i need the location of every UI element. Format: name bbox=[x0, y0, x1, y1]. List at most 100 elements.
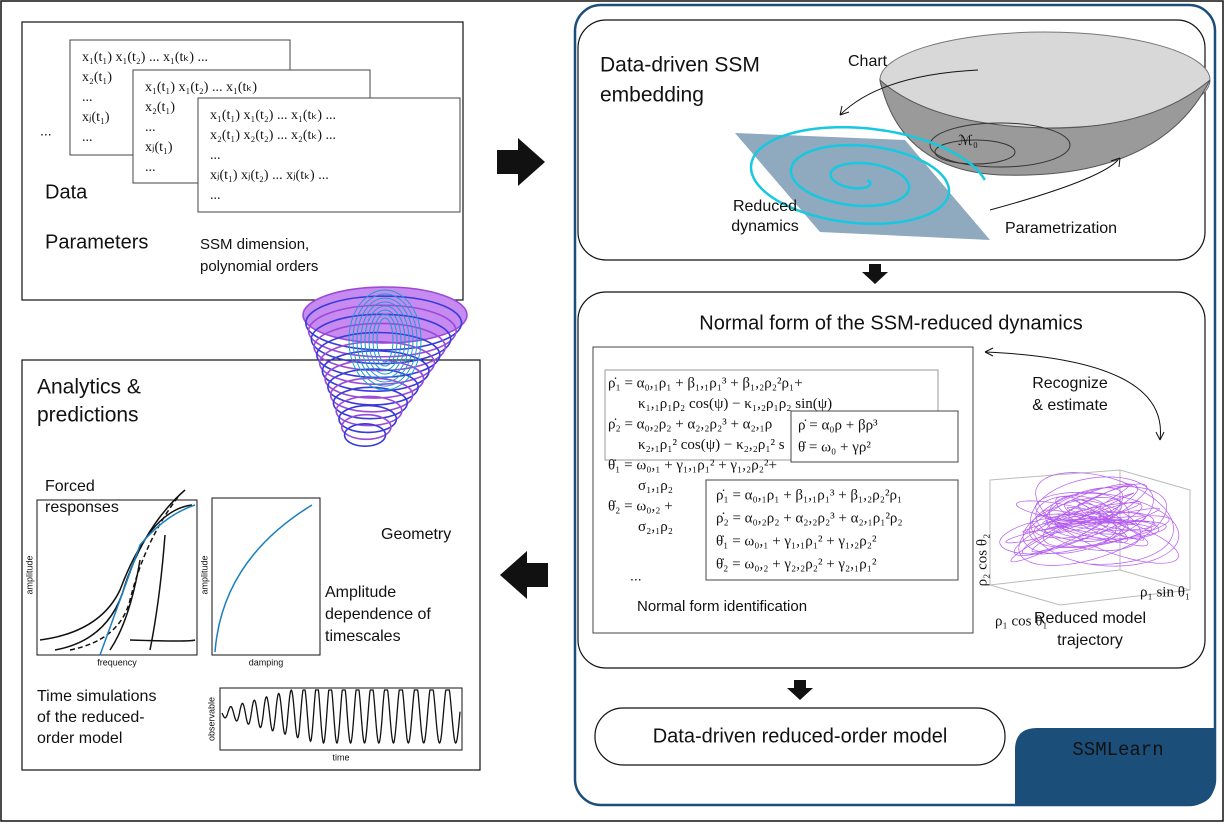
geometry-inner bbox=[356, 297, 414, 383]
axis-label: damping bbox=[249, 657, 284, 667]
recognize-arrow-head bbox=[984, 347, 1165, 441]
geometry-ring bbox=[343, 422, 387, 447]
geometry-label: Geometry bbox=[381, 526, 451, 543]
data-label: Data bbox=[45, 181, 88, 203]
matrix-row: xⱼ(t₁) bbox=[145, 140, 173, 155]
axis-label: time bbox=[332, 752, 349, 762]
geometry-ring bbox=[335, 395, 403, 427]
geometry-inner bbox=[364, 305, 406, 375]
equation: κ₂,₁ρ₁² cos(ψ) − κ₂,₂ρ₁² s bbox=[638, 437, 785, 453]
forced-plot bbox=[36, 499, 198, 656]
geometry-ring bbox=[327, 368, 419, 406]
dots: ... bbox=[40, 123, 52, 139]
manifold-curve bbox=[934, 139, 1016, 165]
geometry-ring bbox=[324, 359, 425, 399]
damping-plot bbox=[211, 497, 321, 656]
dots: ... bbox=[630, 568, 642, 584]
axis-label: amplitude bbox=[24, 555, 34, 594]
chart-arrow bbox=[839, 69, 979, 116]
geometry-ring bbox=[332, 386, 409, 420]
simulations-label: Time simulations bbox=[37, 688, 156, 705]
matrix-row: ... bbox=[82, 130, 93, 145]
input-panel bbox=[21, 21, 464, 301]
timescales-label: Amplitude bbox=[325, 584, 396, 601]
normal-form-title: Normal form of the SSM-reduced dynamics bbox=[699, 312, 1082, 334]
axis-label: ρ₁ cos θ₁ bbox=[995, 613, 1048, 629]
brand-tab bbox=[1015, 728, 1215, 805]
matrix-row: ... bbox=[210, 148, 221, 163]
data-matrix bbox=[197, 97, 461, 213]
arrow-down bbox=[862, 264, 888, 284]
trajectory-label: Reduced model bbox=[1034, 610, 1146, 627]
reduced-label: dynamics bbox=[731, 218, 799, 235]
brand-label: SSMLearn bbox=[1072, 739, 1163, 761]
equation: ρ̇₂ = α₀,₂ρ₂ + α₂,₂ρ₂³ + α₂,₁ρ bbox=[608, 416, 772, 432]
equation: ρ̇₂ = α₀,₂ρ₂ + α₂,₂ρ₂³ + α₂,₁ρ₁²ρ₂ bbox=[716, 510, 903, 526]
geometry-ring bbox=[310, 313, 452, 365]
reduced-spiral bbox=[749, 125, 986, 226]
parameters-label: Parameters bbox=[45, 231, 148, 253]
geometry-inner bbox=[360, 301, 410, 379]
normal-form-panel bbox=[577, 291, 1206, 669]
equations-mid-box bbox=[705, 479, 959, 581]
trajectory-curve bbox=[999, 472, 1180, 567]
geometry-ring bbox=[304, 295, 463, 351]
analytics-title: Analytics & bbox=[37, 376, 141, 399]
embedding-title: embedding bbox=[600, 84, 704, 107]
matrix-row: xⱼ(t₁) bbox=[82, 110, 110, 125]
time-signal bbox=[221, 689, 461, 745]
arrow-down bbox=[787, 680, 813, 700]
matrix-row: ... bbox=[145, 160, 156, 175]
reduced-plane bbox=[735, 133, 990, 240]
equation: σ₁,₁ρ₂ bbox=[638, 478, 673, 494]
matrix-row: ... bbox=[210, 188, 221, 203]
geometry-inner bbox=[372, 313, 398, 367]
manifold-curve bbox=[929, 122, 1071, 168]
simulations-label: order model bbox=[37, 730, 122, 747]
recognize-label: Recognize bbox=[1032, 375, 1108, 392]
geometry-ring bbox=[316, 331, 441, 379]
geometry-ring bbox=[338, 404, 398, 434]
matrix-row: x₁(t₁) x₁(t₂) ... x₁(tₖ) ... bbox=[82, 50, 208, 65]
parameters-value: SSM dimension, bbox=[200, 236, 309, 253]
parameters-value: polynomial orders bbox=[200, 258, 318, 275]
model-pill bbox=[594, 707, 1006, 766]
arrow-left bbox=[500, 551, 548, 599]
model-label: Data-driven reduced-order model bbox=[653, 725, 948, 747]
axis-label: ρ₂ cos θ₂ bbox=[974, 534, 990, 587]
matrix-row: ... bbox=[145, 120, 156, 135]
geometry-ring bbox=[321, 350, 430, 392]
axis-label: observable bbox=[206, 697, 216, 741]
matrix-row: ... bbox=[82, 90, 93, 105]
matrix-row: x₂(t₁) bbox=[145, 100, 175, 115]
equation: θ̇₁ = ω₀,₁ + γ₁,₁ρ₁² + γ₁,₂ρ₂² bbox=[716, 533, 877, 549]
axis-label: frequency bbox=[97, 657, 137, 667]
geometry-inner bbox=[376, 317, 394, 363]
equation: θ̇ = ω₀ + γρ² bbox=[798, 439, 871, 455]
geometry-inner bbox=[368, 309, 402, 371]
axis-label: amplitude bbox=[199, 555, 209, 594]
equation: θ̇₁ = ω₀,₁ + γ₁,₁ρ₁² + γ₁,₂ρ₂²+ bbox=[608, 457, 777, 473]
caption: Normal form identification bbox=[637, 598, 807, 615]
geometry-surface bbox=[302, 286, 468, 447]
equations-small-box bbox=[790, 410, 959, 463]
equation: κ₁,₁ρ₁ρ₂ cos(ψ) − κ₁,₂ρ₁ρ₂ sin(ψ) bbox=[638, 396, 832, 412]
recognize-label: & estimate bbox=[1032, 397, 1108, 414]
simulations-label: of the reduced- bbox=[37, 709, 145, 726]
geometry-inner bbox=[348, 289, 422, 391]
trajectory-label: trajectory bbox=[1057, 632, 1123, 649]
reduced-label: Reduced bbox=[733, 198, 797, 215]
axis-label: ρ₁ sin θ₁ bbox=[1140, 584, 1190, 600]
embedding-title: Data-driven SSM bbox=[600, 54, 760, 77]
equation: ρ̇ = α₀ρ + βρ³ bbox=[798, 417, 878, 433]
ssmlearn-panel bbox=[573, 3, 1217, 807]
param-arrow-head bbox=[1110, 157, 1121, 168]
geometry-inner bbox=[352, 293, 418, 387]
equation: ρ̇₁ = α₀,₁ρ₁ + β₁,₁ρ₁³ + β₁,₂ρ₂²ρ₁+ bbox=[608, 375, 803, 391]
chart-label: Chart bbox=[848, 53, 888, 70]
arrow-right bbox=[497, 138, 545, 186]
analytics-title: predictions bbox=[37, 404, 139, 427]
param-arrow bbox=[989, 159, 1119, 211]
